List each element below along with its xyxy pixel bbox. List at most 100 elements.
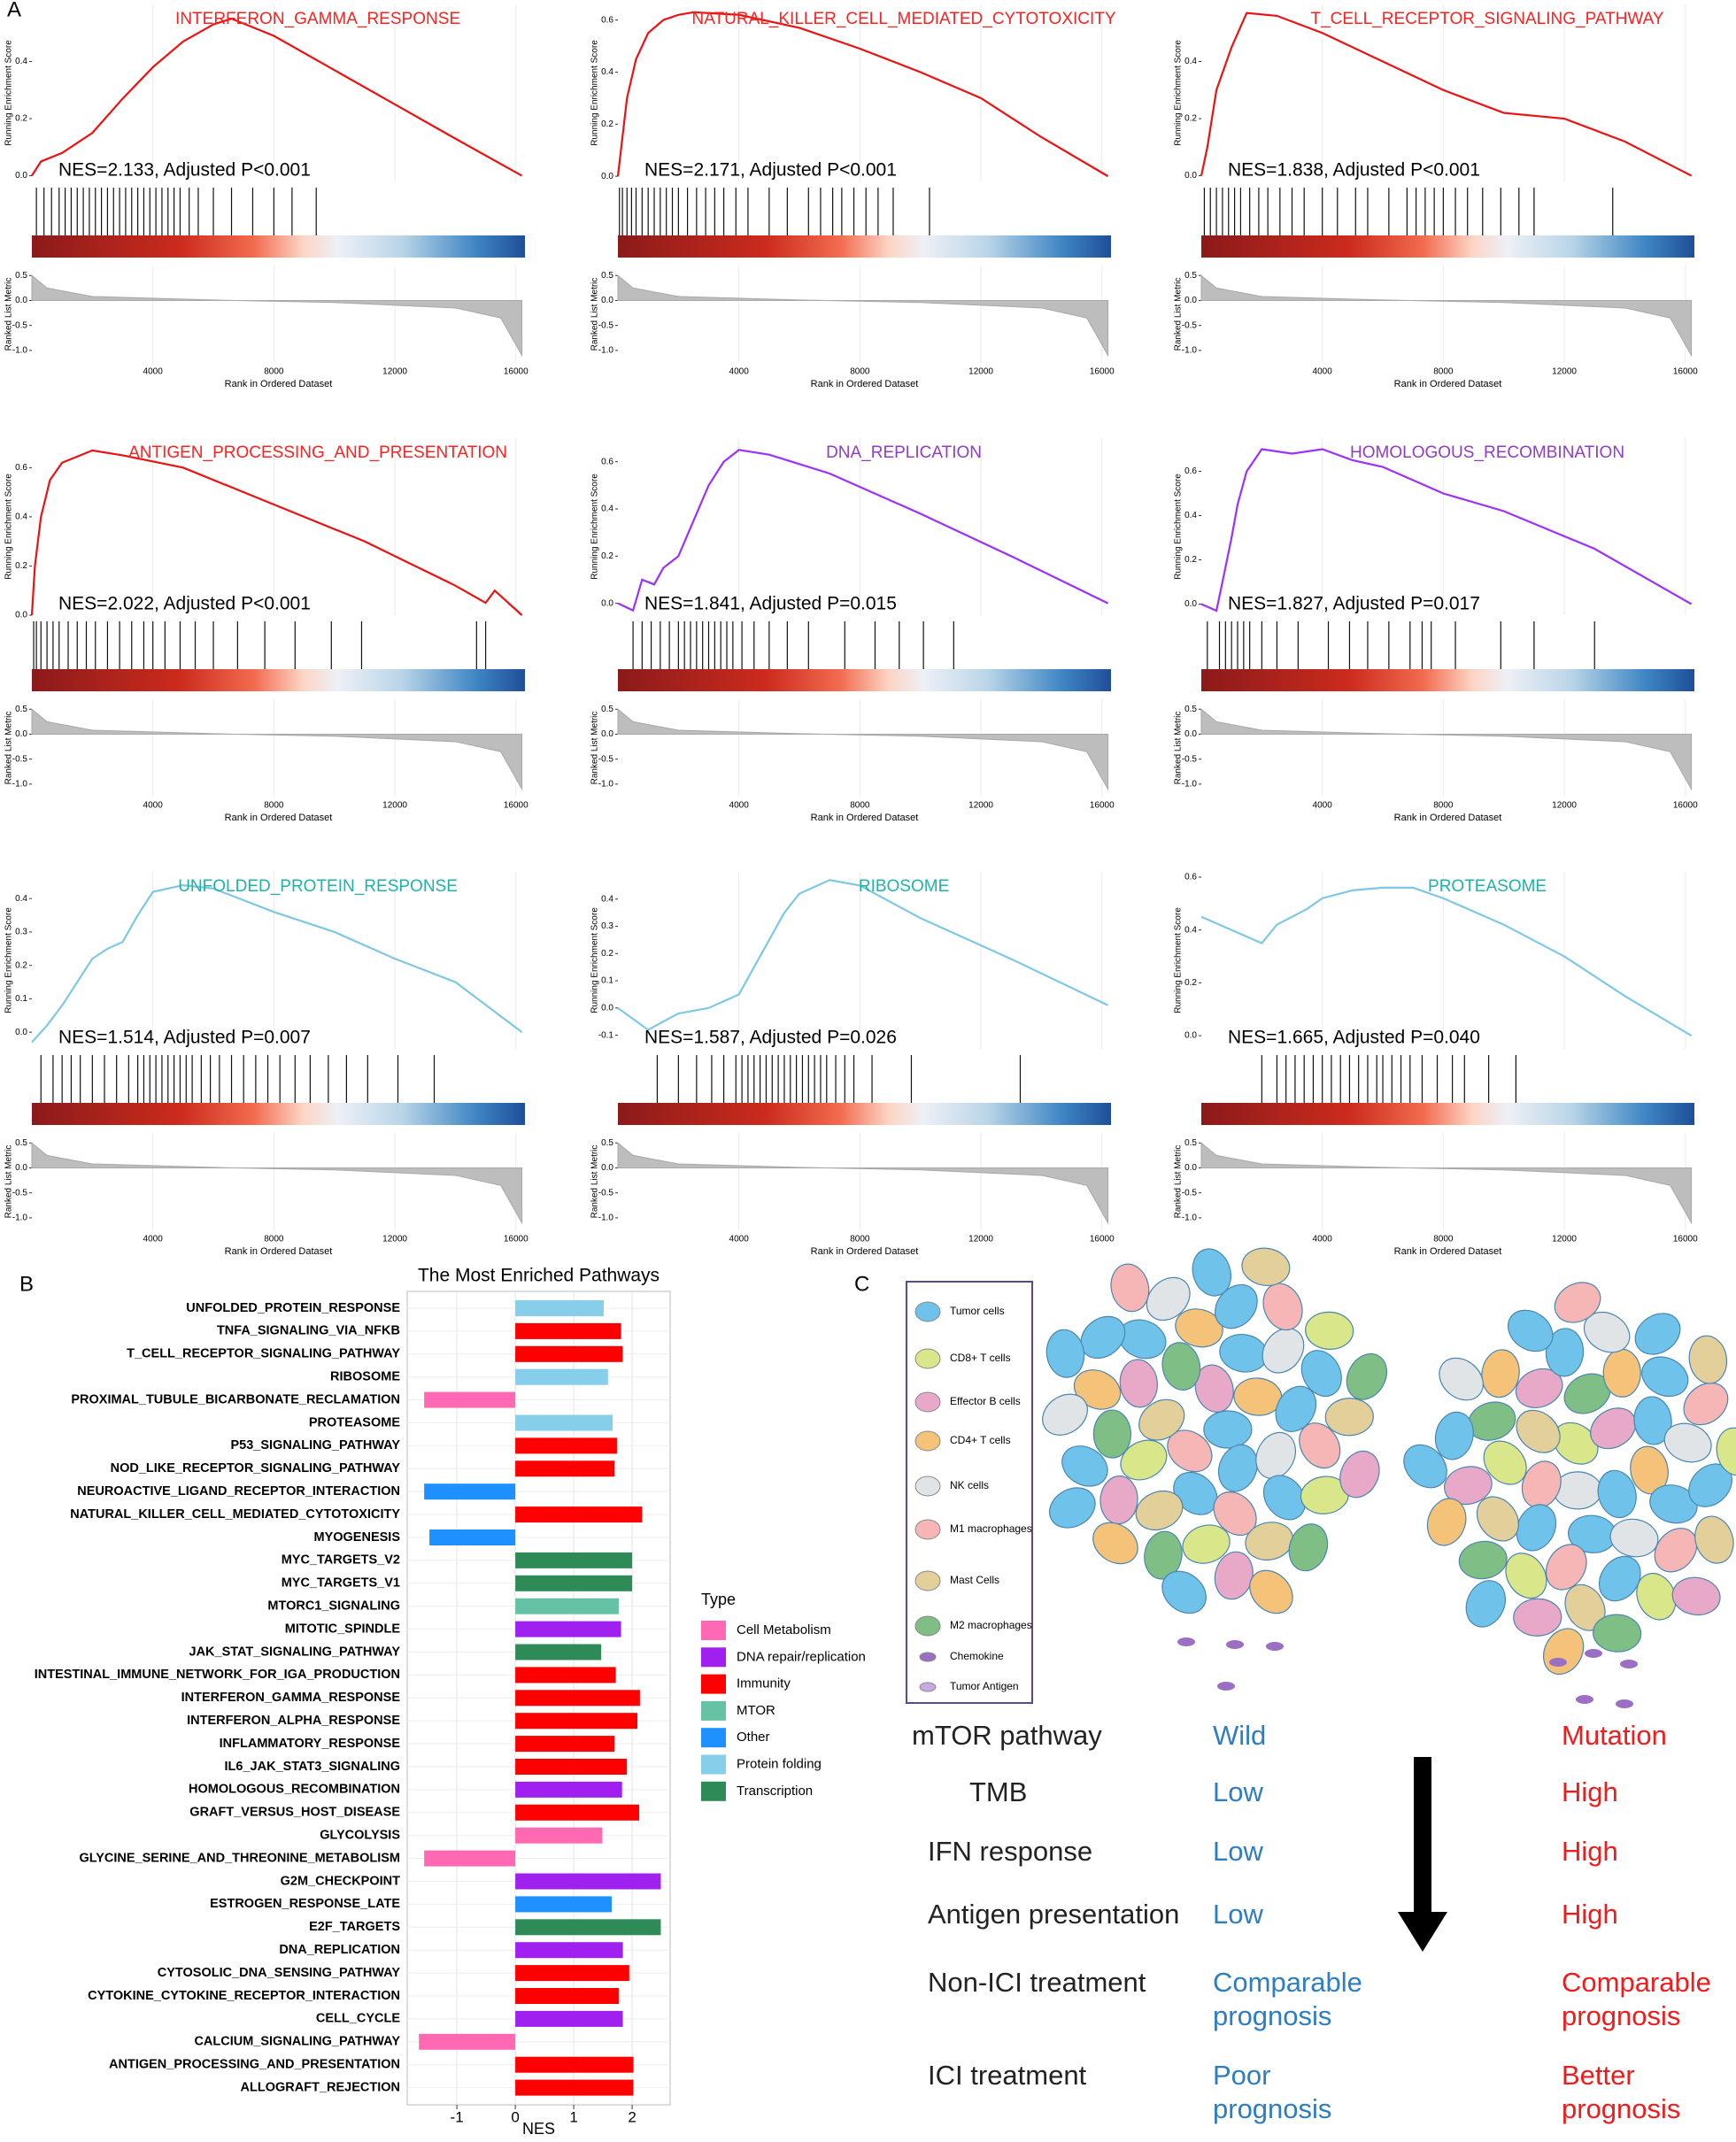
bar xyxy=(515,1713,638,1730)
y-tick-label: -0.5 xyxy=(12,320,28,330)
nes-annotation: NES=1.838, Adjusted P<0.001 xyxy=(1228,160,1480,181)
y-tick-label: T_CELL_RECEPTOR_SIGNALING_PATHWAY xyxy=(127,1347,400,1361)
legend-label: NK cells xyxy=(950,1479,989,1491)
y-axis-label: Running Enrichment Score xyxy=(1174,907,1184,1013)
cell xyxy=(1649,1484,1698,1524)
bar xyxy=(515,1827,603,1844)
cell xyxy=(1505,1553,1547,1599)
x-tick-label: 4000 xyxy=(1313,367,1333,377)
x-tick-label: 0 xyxy=(511,2108,519,2125)
y-tick-label: UNFOLDED_PROTEIN_RESPONSE xyxy=(186,1301,400,1315)
cell xyxy=(1324,1398,1374,1437)
y-axis-label: Running Enrichment Score xyxy=(1174,474,1184,580)
y-tick-label: 0.0 xyxy=(15,296,27,305)
metric-area xyxy=(617,1142,1109,1225)
chemokine xyxy=(1620,1660,1638,1668)
y-tick-label: G2M_CHECKPOINT xyxy=(281,1874,400,1888)
legend-label: DNA repair/replication xyxy=(737,1649,866,1664)
y-tick-label: NOD_LIKE_RECEPTOR_SIGNALING_PATHWAY xyxy=(111,1461,401,1476)
y-tick-label: CYTOSOLIC_DNA_SENSING_PATHWAY xyxy=(158,1966,401,1980)
y-tick-label: 0.4 xyxy=(601,505,613,514)
y-tick-label: ESTROGEN_RESPONSE_LATE xyxy=(210,1897,400,1911)
y-axis-label: Ranked List Metric xyxy=(4,278,14,351)
cell xyxy=(1161,1342,1201,1391)
bar xyxy=(515,1804,640,1821)
x-tick-label: 16000 xyxy=(1673,367,1698,377)
y-tick-label: 0.0 xyxy=(1184,729,1197,739)
table-cell: Wild xyxy=(1213,1720,1267,1751)
x-tick-label: 16000 xyxy=(504,1235,529,1244)
nes-annotation: NES=1.841, Adjusted P=0.015 xyxy=(644,594,897,614)
y-tick-label: -1.0 xyxy=(12,780,28,790)
bar xyxy=(515,1300,605,1316)
x-tick-label: 12000 xyxy=(968,801,993,811)
x-axis-label: Rank in Ordered Dataset xyxy=(225,813,333,823)
rank-band xyxy=(1201,235,1694,258)
table-cell: IFN response xyxy=(928,1836,1093,1867)
bar xyxy=(515,1575,633,1591)
y-tick-label: GLYCOLYSIS xyxy=(320,1829,400,1843)
table-cell: ICI treatment xyxy=(928,2060,1087,2091)
cell xyxy=(1590,1407,1637,1450)
x-axis-label: Rank in Ordered Dataset xyxy=(811,813,919,823)
y-tick-label: 0.0 xyxy=(1184,171,1197,181)
enrichment-curve xyxy=(31,883,523,1044)
legend-label: Tumor cells xyxy=(950,1305,1005,1317)
legend-label: Effector B cells xyxy=(950,1395,1021,1407)
x-tick-label: 4000 xyxy=(729,367,750,377)
metric-area xyxy=(1200,708,1693,791)
y-axis-label: Running Enrichment Score xyxy=(4,907,14,1013)
y-tick-label: -0.5 xyxy=(598,1188,614,1198)
legend-label: Transcription xyxy=(737,1784,813,1799)
chemokine xyxy=(1576,1695,1593,1704)
nes-annotation: NES=2.133, Adjusted P<0.001 xyxy=(58,160,311,181)
y-tick-label: 0.1 xyxy=(15,994,27,1004)
legend-icon xyxy=(914,1430,941,1452)
legend-key xyxy=(701,1728,726,1748)
legend-key xyxy=(701,1700,726,1721)
rank-band xyxy=(32,235,525,258)
chemokine xyxy=(1226,1640,1244,1649)
cell xyxy=(1513,1598,1562,1637)
y-tick-label: 0.3 xyxy=(601,921,613,931)
cell xyxy=(1516,1409,1561,1453)
legend-key xyxy=(701,1647,726,1668)
cell xyxy=(1092,1409,1131,1459)
chemokine xyxy=(1217,1682,1235,1691)
pathway-title: RIBOSOME xyxy=(859,877,949,896)
pathway-title: ANTIGEN_PROCESSING_AND_PRESENTATION xyxy=(128,443,507,462)
y-tick-label: 0.0 xyxy=(601,1003,613,1013)
cell xyxy=(1439,1357,1484,1401)
cell xyxy=(1161,1570,1207,1614)
x-tick-label: 4000 xyxy=(729,801,750,811)
y-tick-label: 0.6 xyxy=(601,15,613,25)
y-tick-label: -0.1 xyxy=(598,1030,614,1040)
x-tick-label: 8000 xyxy=(850,1235,870,1244)
cell xyxy=(1135,1490,1184,1531)
y-tick-label: 0.2 xyxy=(15,114,27,124)
bar xyxy=(515,1965,629,1982)
cell xyxy=(1554,1282,1601,1323)
legend-label: MTOR xyxy=(737,1703,775,1718)
y-axis-label: Running Enrichment Score xyxy=(1174,40,1184,146)
table-cell: Low xyxy=(1213,1776,1263,1807)
legend-label: CD4+ T cells xyxy=(950,1434,1011,1446)
cell xyxy=(1602,1348,1641,1398)
y-axis-label: Running Enrichment Score xyxy=(590,907,600,1013)
y-tick-label: -1.0 xyxy=(598,780,614,790)
cell xyxy=(1194,1364,1234,1413)
metric-area xyxy=(31,1142,523,1225)
enrichment-curve xyxy=(30,449,523,616)
rank-band xyxy=(1201,1103,1694,1125)
y-tick-label: 0.2 xyxy=(601,551,613,561)
y-tick-label: DNA_REPLICATION xyxy=(279,1943,400,1957)
y-axis-label: Running Enrichment Score xyxy=(590,474,600,580)
cell xyxy=(1483,1440,1527,1485)
rank-band xyxy=(1201,669,1694,691)
cell xyxy=(1192,1248,1232,1297)
y-tick-label: -0.5 xyxy=(598,754,614,764)
cell xyxy=(1275,1385,1317,1432)
legend-icon xyxy=(919,1682,937,1692)
y-tick-label: 0.4 xyxy=(601,67,613,77)
x-axis-label: Rank in Ordered Dataset xyxy=(1394,813,1502,823)
